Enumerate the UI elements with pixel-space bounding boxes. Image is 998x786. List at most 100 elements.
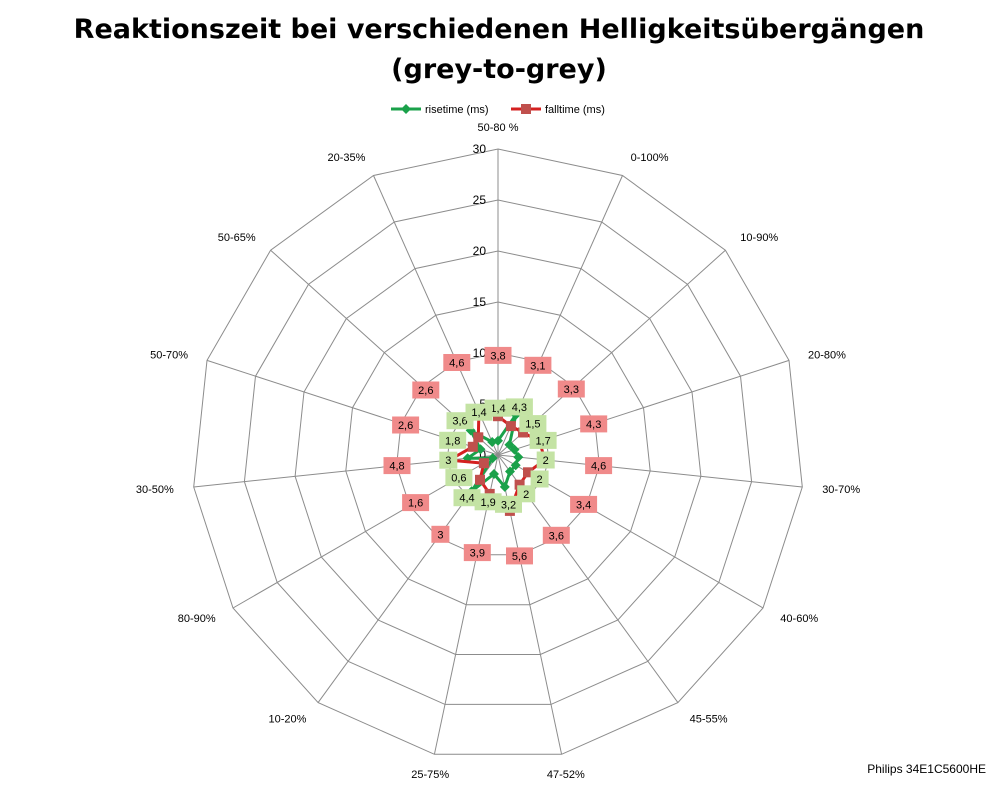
data-label: 3,9: [470, 548, 485, 560]
data-label-bg: [445, 469, 473, 487]
category-label: 50-65%: [218, 232, 256, 244]
data-label-bg: [505, 398, 533, 416]
fall-marker: [473, 432, 484, 443]
data-labels: 1,4 4,31,51,72223,21,94,40,631,83,61,43,8…: [383, 346, 613, 565]
legend-marker: [401, 104, 411, 114]
category-label: 10-20%: [268, 714, 306, 726]
fall-marker: [518, 427, 528, 438]
data-label-bg: [465, 403, 493, 421]
data-label-bg: [474, 493, 502, 511]
data-label: 1,6: [408, 498, 423, 510]
grid-ring: [294, 250, 702, 655]
chart-title-line-1: Reaktionszeit bei verschiedenen Helligke…: [73, 14, 925, 45]
category-label: 45-55%: [690, 714, 728, 726]
radar-grid: [193, 148, 803, 755]
data-label-bg: [439, 451, 458, 469]
rise-marker: [505, 466, 515, 477]
category-label: 50-80 %: [478, 122, 519, 134]
rise-marker: [487, 437, 498, 447]
tick-label: 10: [473, 346, 487, 360]
data-label: 2,6: [398, 420, 413, 432]
rise-marker: [513, 452, 524, 463]
data-label-bg: [392, 416, 420, 434]
data-label: 1,4: [471, 407, 486, 419]
data-label: 2,6: [418, 385, 433, 397]
fall-marker: [478, 458, 489, 469]
data-label-bg: [453, 489, 481, 507]
data-label: 2: [537, 474, 543, 486]
category-label: 30-70%: [822, 484, 860, 496]
data-label-bg: [383, 457, 411, 475]
rise-marker: [487, 453, 498, 464]
data-label: 4,6: [449, 358, 464, 370]
data-label: 1,5: [525, 419, 540, 431]
data-label: 2: [523, 489, 529, 501]
grid-ring: [243, 199, 753, 705]
data-label-bg: [439, 431, 467, 449]
rise-marker: [499, 481, 510, 492]
data-label: 1,7: [535, 435, 550, 447]
legend-label: falltime (ms): [545, 104, 605, 116]
data-label-bg: [463, 544, 491, 562]
category-label: 20-35%: [327, 152, 365, 164]
data-label: 1,4: [490, 403, 505, 415]
data-label: 4,6: [591, 461, 606, 473]
data-label: 3,3: [564, 384, 579, 396]
data-label: 4,3: [512, 402, 527, 414]
category-label: 30-50%: [136, 484, 174, 496]
category-labels: 50-80 % 0-100% 10-90% 20-80% 30-70% 40-60% 45-…: [136, 122, 860, 781]
tick-label: 25: [473, 193, 487, 207]
data-label: 5,6: [512, 551, 527, 563]
tick-label: 0: [479, 448, 486, 462]
category-label: 10-90%: [740, 232, 778, 244]
data-label-bg: [530, 470, 549, 488]
category-label: 47-52%: [547, 769, 585, 781]
data-label: 3,6: [452, 416, 467, 428]
monitor-model-credit: Philips 34E1C5600HE: [867, 762, 986, 776]
tick-label: 30: [473, 142, 487, 156]
data-label-bg: [412, 381, 440, 399]
data-label-bg: [484, 346, 512, 364]
data-label-bg: [495, 495, 522, 513]
data-label: 3,1: [530, 360, 545, 372]
data-label-bg: [585, 457, 613, 475]
fall-marker: [514, 479, 525, 490]
data-label-bg: [431, 525, 450, 543]
data-label: 1,9: [480, 497, 495, 509]
category-label: 0-100%: [631, 152, 669, 164]
data-label-bg: [570, 495, 598, 513]
category-label: 25-75%: [411, 769, 449, 781]
chart-title-line-2: (grey-to-grey): [391, 54, 607, 85]
data-label-bg: [557, 380, 585, 398]
data-label: 3,4: [576, 499, 591, 511]
category-label: 20-80%: [808, 349, 846, 361]
fall-marker: [475, 474, 485, 485]
fall-marker: [523, 467, 533, 478]
data-label: 4,4: [459, 493, 474, 505]
grid-ring: [345, 301, 651, 606]
data-label-bg: [506, 547, 533, 565]
data-label-bg: [542, 526, 570, 544]
legend-label: risetime (ms): [425, 104, 489, 116]
data-label: 1,8: [445, 435, 460, 447]
data-label-bg: [524, 356, 552, 374]
tick-label: 20: [473, 244, 487, 258]
fall-marker: [505, 421, 516, 432]
fall-marker: [467, 441, 478, 452]
grid-ring: [396, 352, 600, 556]
data-label: 3: [437, 529, 443, 541]
data-label: 3,8: [490, 350, 505, 362]
tick-label: 15: [473, 295, 487, 309]
data-label: 3,2: [501, 499, 516, 511]
data-label-bg: [519, 415, 547, 433]
rise-marker: [509, 444, 520, 455]
data-label: 4,3: [586, 419, 601, 431]
data-label-bg: [529, 431, 557, 449]
rise-marker: [510, 460, 521, 471]
data-label-bg: [580, 415, 608, 433]
data-label: 4,8: [389, 461, 404, 473]
rise-marker: [475, 444, 486, 455]
rise-marker: [489, 469, 499, 479]
data-label-bg: [536, 451, 555, 469]
